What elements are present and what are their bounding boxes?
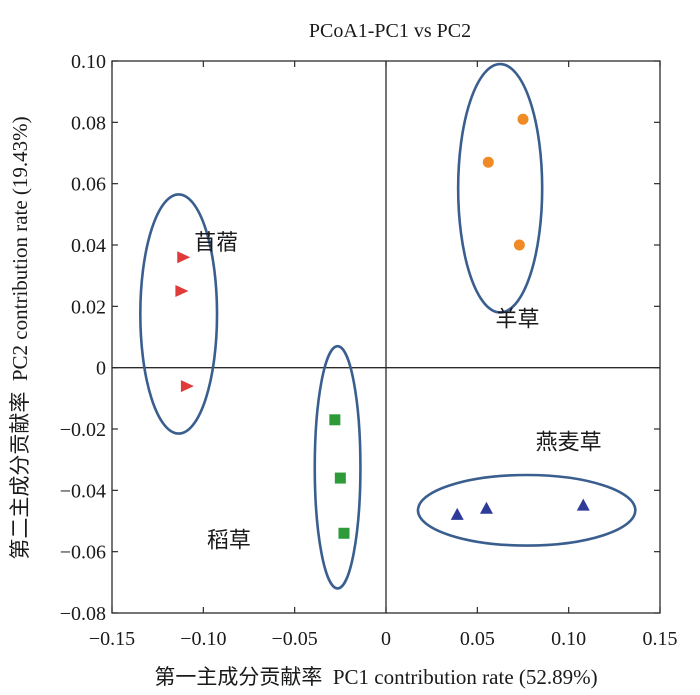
x-tick-label: 0.05: [460, 628, 495, 650]
y-tick-label: −0.08: [60, 603, 106, 625]
cluster-ellipse: [456, 62, 544, 314]
cluster-ellipse: [139, 193, 219, 435]
cluster-label: 苜蓿: [194, 231, 238, 256]
cluster-label: 燕麦草: [536, 430, 602, 455]
cluster-label: 稻草: [207, 528, 251, 553]
data-point: [329, 414, 341, 426]
x-axis-label: 第一主成分贡献率 PC1 contribution rate (52.89%): [154, 665, 597, 689]
chart-title: PCoA1-PC1 vs PC2: [309, 20, 471, 42]
x-tick-label: 0.10: [551, 628, 586, 650]
data-point: [450, 507, 464, 520]
cluster-label: 羊草: [496, 308, 540, 333]
data-points: [175, 113, 590, 539]
y-tick-label: 0.04: [71, 235, 106, 257]
data-point: [513, 239, 525, 251]
y-axis-label: 第二主成分贡献率 PC2 contribution rate (19.43%): [8, 116, 32, 559]
x-tick-label: −0.05: [272, 628, 318, 650]
y-tick-label: 0.10: [71, 51, 106, 73]
x-tick-label: 0: [381, 628, 391, 650]
data-point: [517, 113, 529, 125]
data-point: [177, 251, 191, 264]
y-tick-label: −0.04: [60, 480, 106, 502]
data-point: [482, 156, 494, 168]
data-point: [576, 498, 590, 511]
y-tick-label: 0.08: [71, 112, 106, 134]
cluster-ellipse: [416, 473, 637, 547]
y-tick-label: −0.02: [60, 419, 106, 441]
data-point: [180, 380, 194, 393]
x-tick-label: 0.15: [643, 628, 678, 650]
x-tick-label: −0.10: [180, 628, 226, 650]
data-point: [479, 501, 493, 514]
y-tick-label: −0.06: [60, 542, 106, 564]
cluster-ellipses: [139, 62, 637, 590]
data-point: [338, 527, 350, 539]
y-tick-label: 0.02: [71, 296, 106, 318]
data-point: [334, 472, 346, 484]
data-point: [175, 285, 189, 297]
cluster-ellipse: [313, 344, 362, 590]
y-tick-label: 0: [96, 358, 106, 380]
axis-ticks: −0.15 −0.10 −0.05 0 0.05 0.10 0.15 −0.08 −0.06 −0…: [60, 51, 678, 650]
y-tick-label: 0.06: [71, 174, 106, 196]
x-tick-label: −0.15: [89, 628, 135, 650]
